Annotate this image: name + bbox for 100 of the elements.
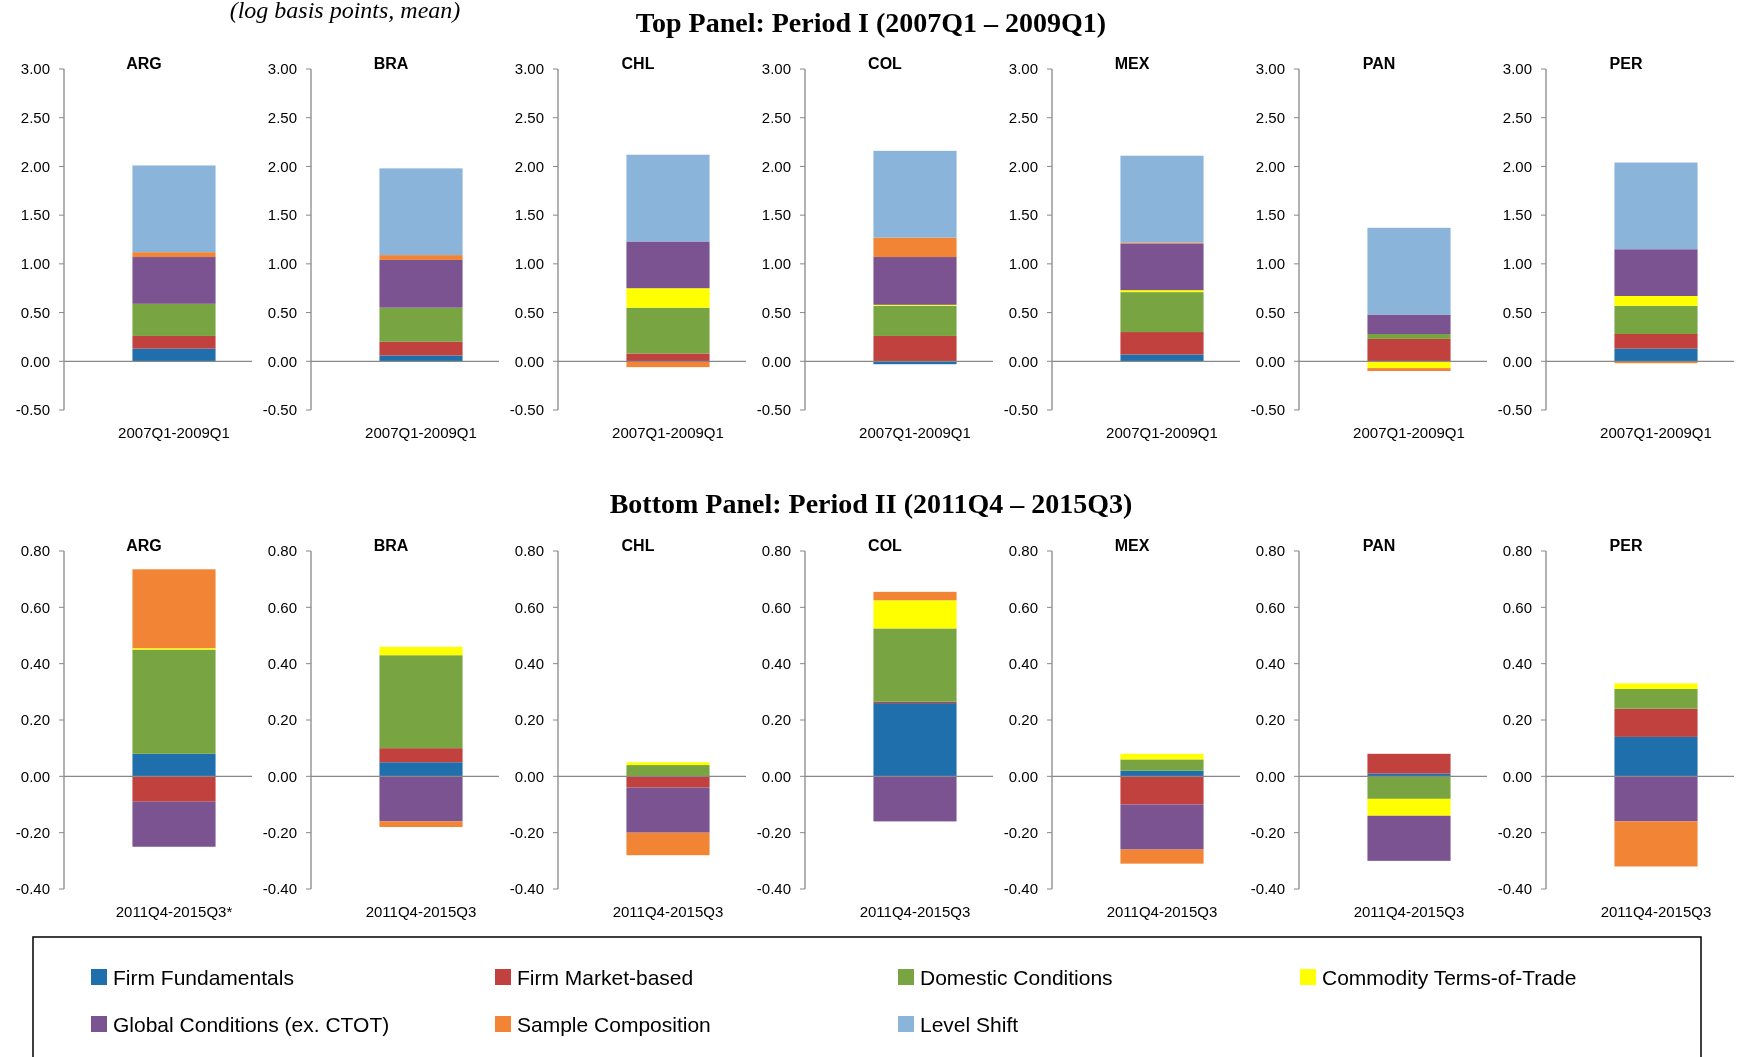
legend-label: Firm Market-based: [517, 966, 694, 990]
legend-label: Commodity Terms-of-Trade: [1322, 966, 1577, 990]
y-tick-label: 1.00: [1008, 255, 1038, 273]
chart-title: COL: [868, 537, 903, 554]
legend-label: Global Conditions (ex. CTOT): [113, 1013, 390, 1037]
y-tick-label: 2.00: [1008, 157, 1038, 175]
y-tick-label: 0.80: [1255, 542, 1285, 560]
chart-title: PAN: [1362, 537, 1396, 554]
y-tick-label: 1.00: [1255, 255, 1285, 273]
y-tick-label: -0.40: [1497, 880, 1532, 898]
y-tick-label: 0.00: [20, 352, 50, 370]
y-tick-label: 1.50: [267, 206, 297, 224]
y-tick-label: 0.00: [267, 352, 297, 370]
y-tick-label: 0.60: [267, 598, 297, 616]
x-tick-label: 2007Q1-2009Q1: [118, 424, 230, 441]
y-tick-label: 0.00: [267, 767, 297, 785]
y-tick-label: -0.20: [1003, 823, 1038, 841]
y-tick-label: 0.60: [1255, 598, 1285, 616]
legend-label: Level Shift: [920, 1013, 1019, 1037]
y-tick-label: 3.00: [267, 60, 297, 78]
chart-title: ARG: [126, 537, 162, 554]
y-tick-label: 0.80: [1502, 542, 1532, 560]
legend-label: Domestic Conditions: [920, 966, 1113, 990]
y-tick-label: 0.00: [1008, 352, 1038, 370]
y-tick-label: 1.50: [514, 206, 544, 224]
y-tick-label: 0.20: [20, 711, 50, 729]
y-tick-label: 0.50: [1255, 303, 1285, 321]
x-tick-label: 2011Q4-2015Q3: [1600, 903, 1712, 920]
y-tick-label: 0.20: [1255, 711, 1285, 729]
x-tick-label: 2007Q1-2009Q1: [859, 424, 971, 441]
y-tick-label: 2.50: [1255, 108, 1285, 126]
y-tick-label: -0.50: [15, 401, 50, 419]
y-tick-label: 0.00: [1255, 352, 1285, 370]
y-tick-label: -0.20: [262, 823, 297, 841]
y-tick-label: 2.00: [20, 157, 50, 175]
x-tick-label: 2011Q4-2015Q3: [1106, 903, 1218, 920]
y-tick-label: 1.50: [1502, 206, 1532, 224]
y-tick-label: 0.20: [267, 711, 297, 729]
y-tick-label: 0.20: [761, 711, 791, 729]
x-tick-label: 2007Q1-2009Q1: [1353, 424, 1465, 441]
x-tick-label: 2007Q1-2009Q1: [1600, 424, 1712, 441]
y-tick-label: -0.20: [1497, 823, 1532, 841]
y-tick-label: 0.20: [1008, 711, 1038, 729]
y-tick-label: -0.40: [509, 880, 544, 898]
y-tick-label: 2.00: [514, 157, 544, 175]
y-tick-label: 3.00: [20, 60, 50, 78]
y-tick-label: 0.40: [1008, 654, 1038, 672]
y-tick-label: 1.50: [1255, 206, 1285, 224]
chart-title: BRA: [373, 55, 409, 72]
y-tick-label: 0.60: [1502, 598, 1532, 616]
y-tick-label: 0.20: [1502, 711, 1532, 729]
y-tick-label: 0.80: [514, 542, 544, 560]
x-tick-label: 2011Q4-2015Q3: [365, 903, 477, 920]
y-tick-label: -0.40: [1250, 880, 1285, 898]
y-tick-label: 3.00: [1008, 60, 1038, 78]
y-tick-label: 0.00: [1502, 767, 1532, 785]
y-tick-label: 0.50: [761, 303, 791, 321]
y-tick-label: 2.50: [514, 108, 544, 126]
y-tick-label: 0.00: [1502, 352, 1532, 370]
y-tick-label: 1.00: [514, 255, 544, 273]
y-tick-label: 0.60: [514, 598, 544, 616]
x-tick-label: 2011Q4-2015Q3: [1353, 903, 1465, 920]
y-tick-label: -0.20: [1250, 823, 1285, 841]
y-tick-label: 0.00: [514, 767, 544, 785]
y-tick-label: 0.80: [761, 542, 791, 560]
y-tick-label: 2.50: [20, 108, 50, 126]
text: (log basis points, mean): [229, 0, 461, 23]
y-tick-label: 0.40: [1255, 654, 1285, 672]
x-tick-label: 2011Q4-2015Q3: [859, 903, 971, 920]
y-tick-label: 0.50: [1502, 303, 1532, 321]
y-tick-label: 0.40: [761, 654, 791, 672]
y-tick-label: 1.50: [761, 206, 791, 224]
y-tick-label: 0.80: [20, 542, 50, 560]
y-tick-label: 0.50: [1008, 303, 1038, 321]
y-tick-label: 0.60: [761, 598, 791, 616]
y-tick-label: 3.00: [1502, 60, 1532, 78]
y-tick-label: -0.50: [262, 401, 297, 419]
y-tick-label: 1.50: [20, 206, 50, 224]
y-tick-label: 1.50: [1008, 206, 1038, 224]
y-tick-label: 0.00: [761, 767, 791, 785]
y-tick-label: -0.40: [15, 880, 50, 898]
chart-title: MEX: [1114, 537, 1150, 554]
y-tick-label: 0.00: [514, 352, 544, 370]
x-tick-label: 2011Q4-2015Q3*: [115, 903, 233, 920]
y-tick-label: 1.00: [1502, 255, 1532, 273]
y-tick-label: 0.50: [20, 303, 50, 321]
y-tick-label: -0.50: [1497, 401, 1532, 419]
y-tick-label: 0.00: [1255, 767, 1285, 785]
y-tick-label: -0.40: [262, 880, 297, 898]
y-tick-label: 0.80: [1008, 542, 1038, 560]
x-tick-label: 2007Q1-2009Q1: [1106, 424, 1218, 441]
y-tick-label: -0.50: [1250, 401, 1285, 419]
y-tick-label: -0.40: [1003, 880, 1038, 898]
y-tick-label: 0.00: [761, 352, 791, 370]
chart-title: BRA: [373, 537, 409, 554]
chart-title: CHL: [621, 537, 655, 554]
y-tick-label: -0.40: [756, 880, 791, 898]
x-tick-label: 2011Q4-2015Q3: [612, 903, 724, 920]
x-tick-label: 2007Q1-2009Q1: [612, 424, 724, 441]
y-tick-label: 0.50: [514, 303, 544, 321]
